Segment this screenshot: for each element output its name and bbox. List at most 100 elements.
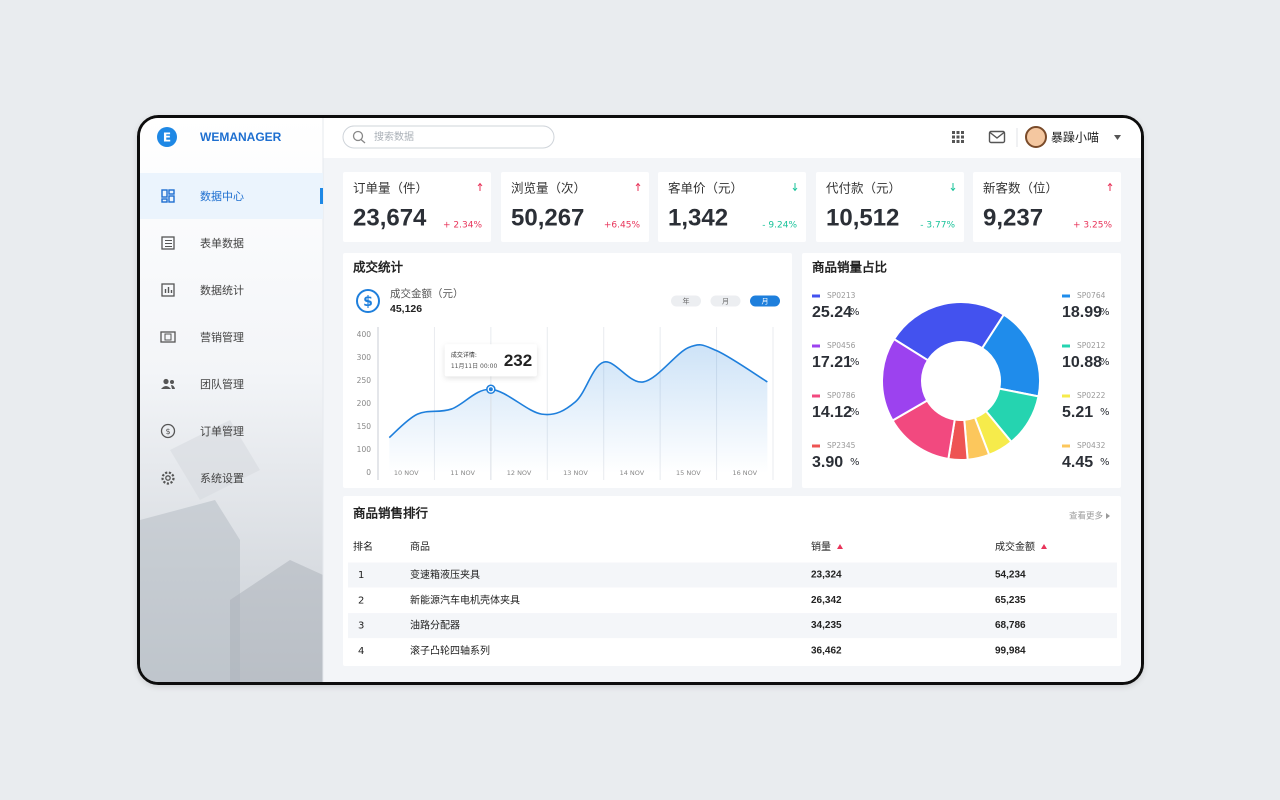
kpi-label: 代付款（元）: [826, 181, 901, 196]
legend-name: SP0764: [1077, 291, 1106, 300]
legend-name: SP0456: [827, 341, 856, 350]
kpi-value: 10,512: [826, 204, 899, 231]
legend-value: 14.12: [812, 404, 852, 421]
table-title: 商品销售排行: [353, 506, 429, 521]
app: E WEMANAGER 搜索数据 暴躁小喵 数据中心表单数据数据统计营销管理团队…: [140, 118, 1141, 682]
row-bg: [348, 613, 1117, 639]
nav-item[interactable]: 系统设置: [200, 472, 244, 485]
period-label[interactable]: 月: [722, 298, 729, 306]
card: [973, 172, 1121, 242]
legend-name: SP0432: [1077, 441, 1106, 450]
legend-swatch: [812, 294, 820, 298]
kpi-change: + 2.34%: [443, 221, 482, 231]
icon-part: [168, 195, 175, 203]
tooltip-value: 232: [504, 351, 532, 370]
period-toggle[interactable]: [750, 295, 780, 307]
highlight-point-dot: [488, 387, 493, 392]
tooltip-title: 成交详情:: [451, 351, 477, 359]
logo-letter: E: [163, 131, 171, 145]
more-arrow[interactable]: [1106, 513, 1110, 519]
nav-active-bar: [320, 188, 323, 204]
icon-part: [160, 331, 176, 343]
table-cell: 2: [358, 595, 364, 606]
nav-item[interactable]: 数据统计: [200, 283, 244, 297]
chart-title: 成交统计: [353, 260, 404, 275]
icon-part: [161, 236, 175, 250]
sort-icon[interactable]: [837, 544, 843, 549]
table-cell: 4: [358, 646, 364, 657]
kpi-change: + 3.25%: [1073, 221, 1112, 231]
apps-icon[interactable]: [952, 131, 964, 143]
legend-value: 25.24: [812, 304, 852, 321]
period-toggle[interactable]: [671, 295, 701, 307]
icon-part: [160, 423, 176, 439]
icon-part: [161, 283, 175, 297]
icon-part: [956, 135, 960, 139]
icon-part: [170, 380, 174, 384]
period-label[interactable]: 年: [683, 297, 690, 306]
card: [501, 172, 649, 242]
avatar[interactable]: [1025, 126, 1047, 148]
nav-icon: [161, 378, 175, 389]
user-name[interactable]: 暴躁小喵: [1051, 131, 1099, 145]
line: [388, 344, 768, 439]
table-cell: 65,235: [995, 595, 1026, 606]
column-header: 成交金额: [995, 540, 1035, 553]
sort-icon[interactable]: [1041, 544, 1047, 549]
search-placeholder: 搜索数据: [374, 130, 414, 143]
card: [343, 172, 491, 242]
sidebar-art: [230, 560, 323, 682]
icon-part: [168, 189, 175, 195]
card: [816, 172, 964, 242]
more-link[interactable]: 查看更多: [1069, 511, 1104, 522]
nav-item[interactable]: 表单数据: [200, 236, 244, 250]
kpi-value: 50,267: [511, 204, 584, 231]
period-label[interactable]: 月: [762, 298, 769, 306]
nav-icon: [161, 471, 175, 485]
legend-swatch: [812, 394, 820, 398]
y-tick-label: 100: [357, 445, 372, 454]
kpi-change: +6.45%: [604, 221, 641, 231]
column-header: 销量: [811, 540, 831, 553]
metric-icon-glyph: $: [363, 294, 373, 310]
nav-item[interactable]: 团队管理: [200, 377, 244, 391]
row-bg: [348, 562, 1117, 588]
table-cell: 新能源汽车电机壳体夹具: [410, 593, 520, 606]
trend-arrow: [950, 187, 956, 192]
table-cell: 变速箱液压夹具: [410, 568, 480, 581]
legend-value: 10.88: [1062, 354, 1102, 371]
table-cell: 54,234: [995, 570, 1026, 581]
legend-value: 5.21: [1062, 404, 1093, 421]
legend-swatch: [1062, 444, 1070, 448]
tooltip-time: 11月11日 00:00: [451, 363, 498, 370]
legend-swatch: [1062, 394, 1070, 398]
y-tick-label: 0: [366, 468, 371, 477]
search-box[interactable]: [342, 125, 555, 149]
mail-icon: [989, 131, 1005, 139]
legend-swatch: [1062, 294, 1070, 298]
legend-swatch: [812, 344, 820, 348]
sidebar-art: [170, 420, 260, 500]
nav-icon: [160, 331, 176, 343]
nav-item[interactable]: 数据中心: [200, 189, 244, 203]
mail-icon[interactable]: [988, 130, 1006, 144]
legend-unit: %: [1100, 407, 1110, 418]
trend-arrow: [635, 182, 641, 187]
nav-icon: [161, 236, 175, 250]
legend-swatch: [812, 444, 820, 448]
user-caret[interactable]: [1114, 135, 1121, 140]
table-cell: 26,342: [811, 595, 842, 606]
table-cell: 34,235: [811, 620, 842, 631]
nav-icon: [161, 283, 175, 297]
sidebar-art: [140, 500, 240, 682]
nav-item[interactable]: 订单管理: [200, 424, 244, 438]
icon-part: [163, 378, 169, 385]
period-toggle[interactable]: [710, 295, 741, 307]
kpi-value: 23,674: [353, 204, 427, 231]
legend-name: SP0213: [827, 291, 856, 300]
search-icon: [352, 130, 364, 142]
nav-item[interactable]: 营销管理: [200, 330, 244, 344]
legend-name: SP0222: [1077, 391, 1106, 400]
metric-icon: [356, 289, 380, 313]
metric-total: 45,126: [390, 303, 422, 315]
